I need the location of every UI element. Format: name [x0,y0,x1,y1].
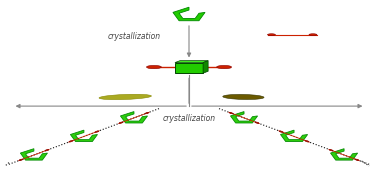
Ellipse shape [119,122,123,123]
Ellipse shape [305,141,309,142]
Ellipse shape [279,131,283,132]
Ellipse shape [229,112,233,114]
Ellipse shape [309,34,317,35]
Polygon shape [203,61,208,73]
Text: crystallization: crystallization [163,114,215,123]
Polygon shape [173,7,205,21]
Ellipse shape [69,141,73,142]
Ellipse shape [255,122,259,123]
Ellipse shape [217,65,231,69]
Ellipse shape [145,112,149,114]
Ellipse shape [147,65,161,69]
Polygon shape [121,112,147,123]
Ellipse shape [95,131,99,132]
Ellipse shape [268,34,276,35]
Text: crystallization: crystallization [108,32,161,41]
Ellipse shape [99,94,151,100]
Ellipse shape [329,149,333,151]
Ellipse shape [355,159,359,161]
Polygon shape [231,112,257,123]
Polygon shape [20,149,48,160]
Ellipse shape [45,149,49,151]
Polygon shape [280,130,308,142]
Polygon shape [70,130,98,142]
Ellipse shape [19,159,23,161]
Polygon shape [175,61,208,63]
Ellipse shape [223,94,264,100]
Polygon shape [330,149,358,160]
FancyBboxPatch shape [175,63,203,73]
